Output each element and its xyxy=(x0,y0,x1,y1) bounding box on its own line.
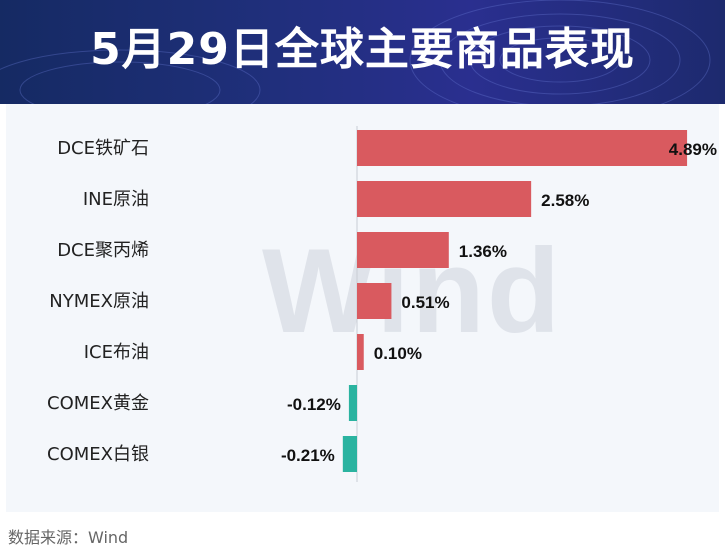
page-title: 5月29日全球主要商品表现 xyxy=(90,24,635,75)
category-label: DCE铁矿石 xyxy=(57,138,149,159)
data-source-note: 数据来源：Wind xyxy=(8,528,129,547)
bar xyxy=(357,334,364,370)
value-label: 4.89% xyxy=(669,140,717,159)
bar xyxy=(357,130,688,166)
value-label: -0.21% xyxy=(281,446,335,465)
category-label: COMEX黄金 xyxy=(47,393,149,414)
category-label: ICE布油 xyxy=(84,342,149,363)
value-label: 1.36% xyxy=(459,242,507,261)
bar xyxy=(342,436,357,472)
category-label: NYMEX原油 xyxy=(49,291,149,312)
value-label: 0.10% xyxy=(374,344,422,363)
category-label: INE原油 xyxy=(83,189,149,210)
category-label: DCE聚丙烯 xyxy=(57,240,149,261)
bar xyxy=(357,232,449,268)
value-label: -0.12% xyxy=(287,395,341,414)
category-label: COMEX白银 xyxy=(47,444,149,465)
header-banner: 5月29日全球主要商品表现 xyxy=(0,0,725,104)
bar xyxy=(357,181,532,217)
bar xyxy=(357,283,392,319)
value-label: 2.58% xyxy=(541,191,589,210)
value-label: 0.51% xyxy=(401,293,449,312)
bar xyxy=(348,385,357,421)
banner-decoration xyxy=(0,0,711,104)
